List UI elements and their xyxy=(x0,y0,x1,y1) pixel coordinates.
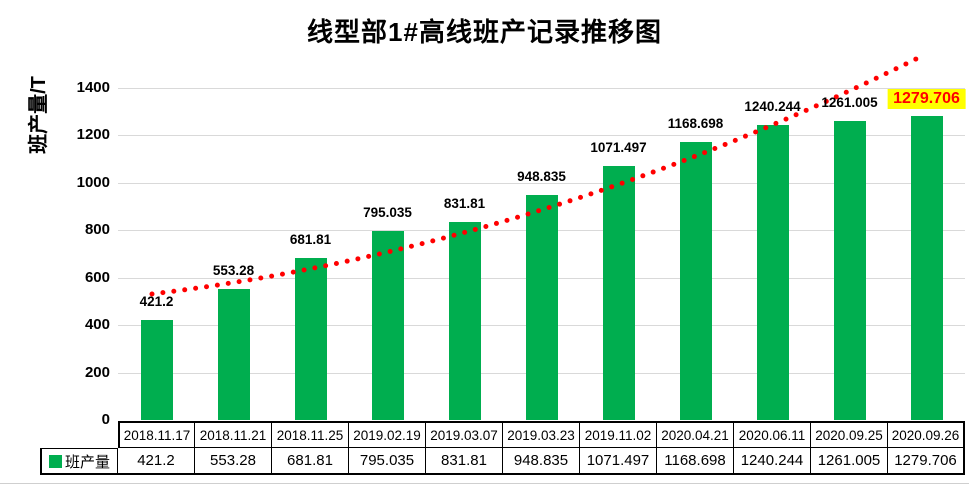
table-value-cell: 681.81 xyxy=(272,448,349,475)
bar xyxy=(448,222,481,420)
bar xyxy=(525,194,558,420)
table-value-cell: 553.28 xyxy=(195,448,272,475)
y-tick-label: 400 xyxy=(84,316,110,333)
trendline xyxy=(149,54,923,297)
bar-data-label: 1168.698 xyxy=(667,116,724,132)
bar-data-label: 553.28 xyxy=(212,262,255,278)
y-tick-label: 1200 xyxy=(76,126,110,143)
table-date-header: 2020.04.21 xyxy=(657,421,734,448)
bar-data-label: 1261.005 xyxy=(821,94,878,110)
bar xyxy=(756,125,789,420)
bar xyxy=(140,319,173,420)
bar-data-label: 795.035 xyxy=(363,205,412,221)
y-tick-label: 800 xyxy=(84,221,110,238)
plot-area: 421.2 553.28 681.81 795.035 831.81 948.835 107… xyxy=(118,54,966,420)
bar xyxy=(371,231,404,420)
bar-data-label: 1071.497 xyxy=(590,139,647,155)
table-value-cell: 795.035 xyxy=(349,448,426,475)
table-date-header: 2020.09.25 xyxy=(811,421,888,448)
table-value-cell: 1261.005 xyxy=(811,448,888,475)
table-date-header: 2019.02.19 xyxy=(349,421,426,448)
table-value-cell: 421.2 xyxy=(118,448,195,475)
table-date-header: 2018.11.21 xyxy=(195,421,272,448)
table-date-header: 2020.06.11 xyxy=(734,421,811,448)
table-series-legend-cell: 班产量 xyxy=(40,448,118,475)
y-tick-label: 1000 xyxy=(76,173,110,191)
y-tick-label: 600 xyxy=(84,268,110,286)
table-value-cell: 948.835 xyxy=(503,448,580,475)
bottom-divider xyxy=(0,483,969,484)
bar-data-label-highlighted: 1279.706 xyxy=(887,89,966,110)
bar-data-label: 681.81 xyxy=(289,232,332,248)
table-value-cell: 1168.698 xyxy=(657,448,734,475)
table-value-cell: 831.81 xyxy=(426,448,503,475)
bar-data-label: 421.2 xyxy=(139,293,174,309)
table-corner-empty xyxy=(40,421,118,448)
bar xyxy=(602,165,635,420)
bar xyxy=(833,120,866,420)
table-date-header: 2019.03.07 xyxy=(426,421,503,448)
y-tick-label: 1400 xyxy=(76,78,110,96)
data-table: 2018.11.17 2018.11.21 2018.11.25 2019.02.19… xyxy=(40,421,965,475)
table-value-cell: 1240.244 xyxy=(734,448,811,475)
gridline xyxy=(118,135,965,136)
table-value-cell: 1071.497 xyxy=(580,448,657,475)
table-date-header: 2019.11.02 xyxy=(580,421,657,448)
bar xyxy=(217,288,250,420)
gridline xyxy=(118,182,965,184)
table-date-header: 2019.03.23 xyxy=(503,421,580,448)
table-date-header: 2018.11.25 xyxy=(272,421,349,448)
bar-data-label: 831.81 xyxy=(443,196,486,212)
y-axis-title: 班产量/T xyxy=(28,76,50,154)
bar-data-label: 1240.244 xyxy=(744,99,801,115)
chart-title: 线型部1#高线班产记录推移图 xyxy=(307,17,662,47)
bar xyxy=(679,142,712,420)
gridline xyxy=(118,87,965,89)
bar xyxy=(294,258,327,420)
y-tick-label: 200 xyxy=(84,363,110,381)
bar-data-label: 948.835 xyxy=(517,168,566,184)
table-value-cell: 1279.706 xyxy=(888,448,965,475)
table-date-header: 2018.11.17 xyxy=(118,421,195,448)
y-tick-label: 0 xyxy=(101,411,110,428)
series-color-swatch-icon xyxy=(48,454,62,468)
series-name: 班产量 xyxy=(64,453,110,471)
bar xyxy=(910,116,943,420)
table-date-header: 2020.09.26 xyxy=(888,421,965,448)
